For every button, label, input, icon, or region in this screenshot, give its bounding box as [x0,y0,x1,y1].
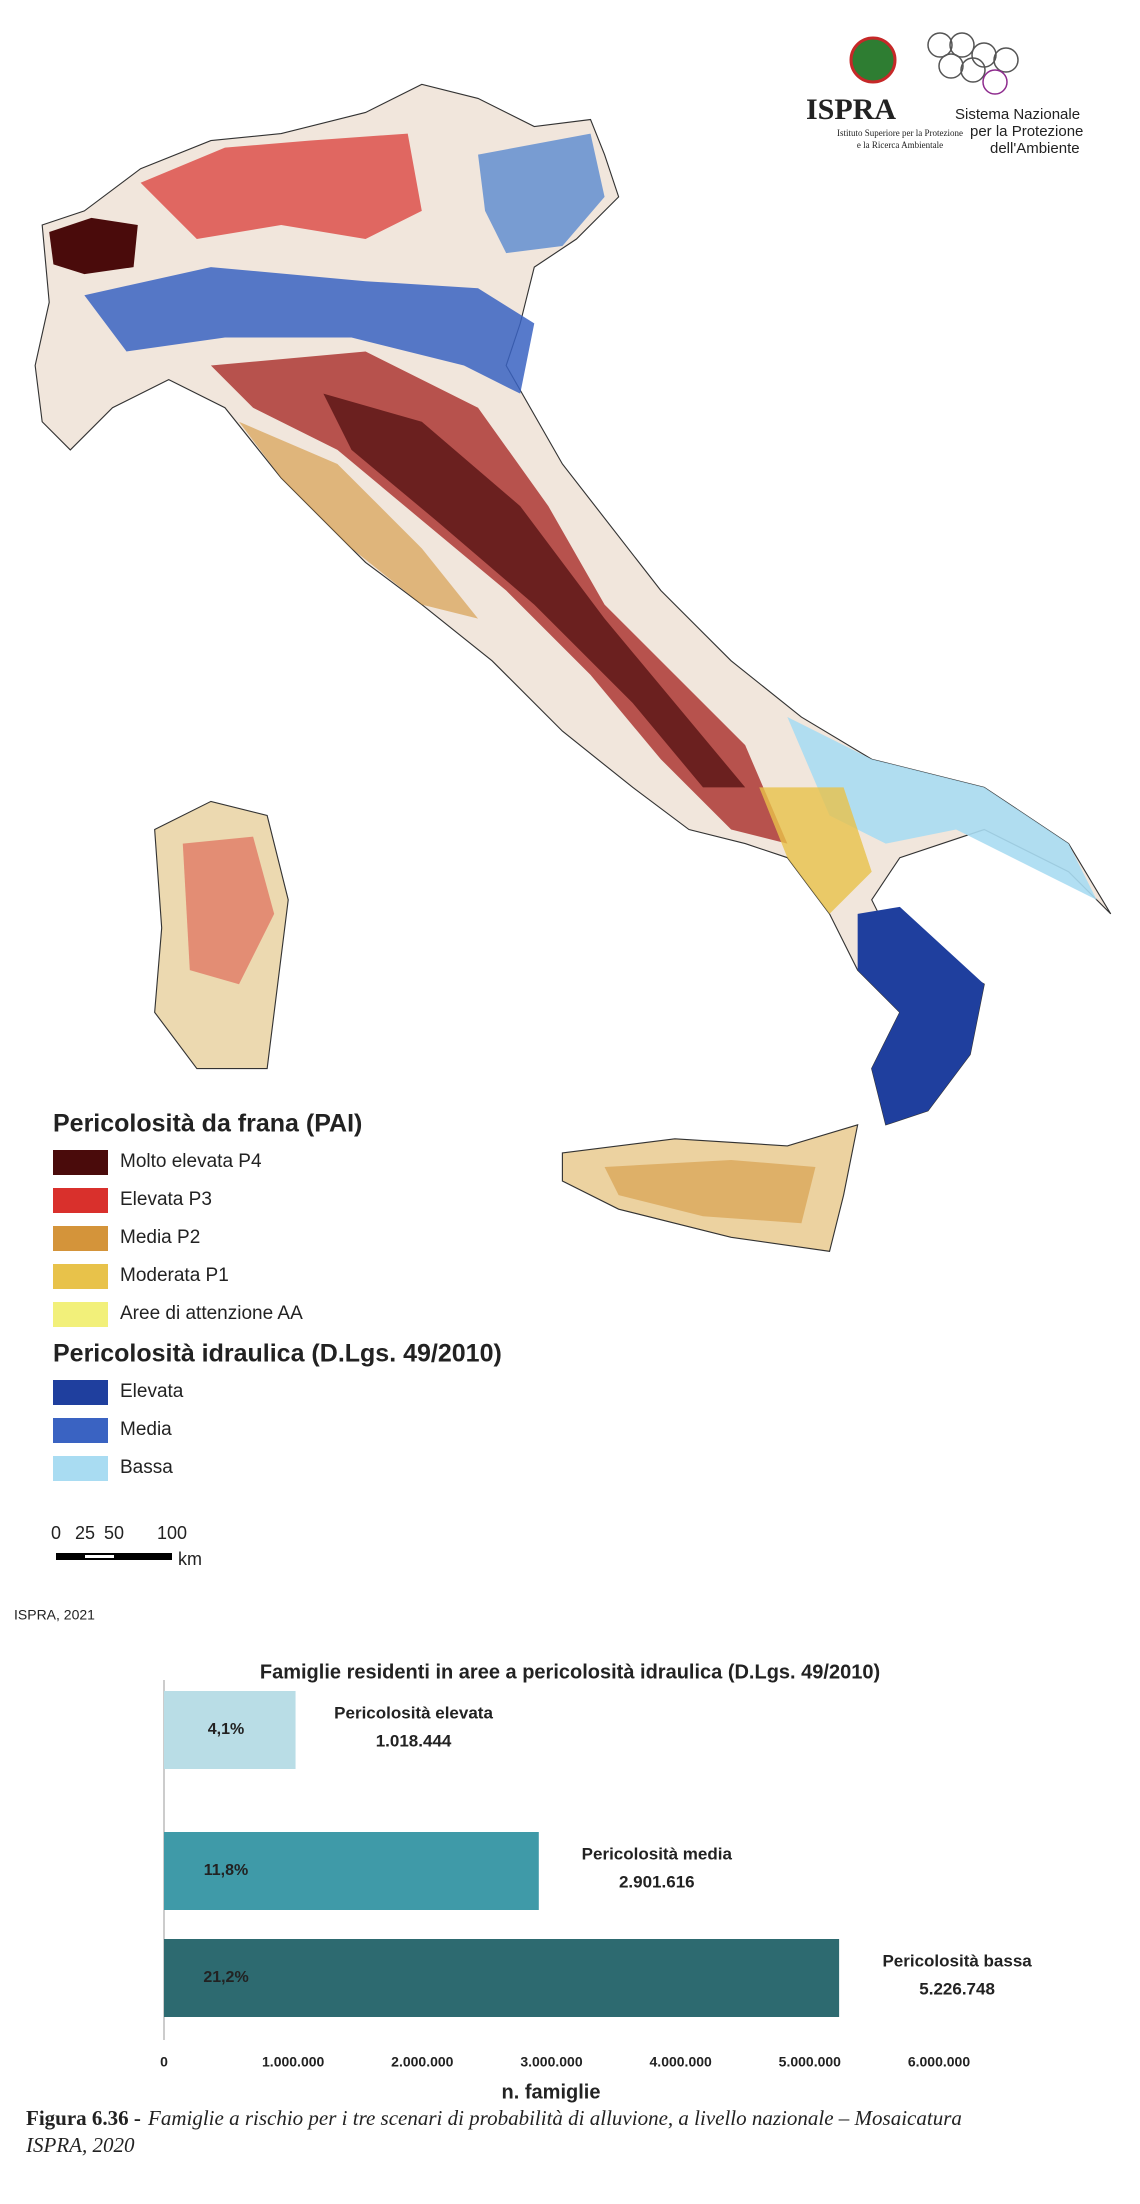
nw-p4 [49,217,138,275]
apennines [210,351,788,844]
sardinia-risk [182,836,275,985]
veneto-blue [478,133,605,254]
category-label: Pericolosità media [582,1844,733,1863]
alps-north [140,133,422,240]
scale-unit: km [178,1549,202,1569]
bar [164,1939,840,2017]
chart-title: Famiglie residenti in aree a pericolosit… [260,1661,880,1683]
legend-title: Pericolosità da frana (PAI) [53,1110,362,1138]
logo-ispra: ISPRA [806,93,896,126]
legend-label: Elevata P3 [120,1189,212,1210]
map [34,83,1112,1252]
x-tick-label: 2.000.000 [391,2054,453,2070]
legend-title: Pericolosità idraulica (D.Lgs. 49/2010) [53,1340,502,1368]
legend-label: Aree di attenzione AA [120,1303,303,1324]
logo-subtitle: Istituto Superiore per la Protezione [837,128,963,138]
value-label: 5.226.748 [919,1979,995,1998]
puglia [787,717,1097,900]
bar [164,1691,296,1769]
category-label: Pericolosità bassa [882,1951,1032,1970]
caption-text: ISPRA, 2020 [25,2133,135,2157]
legend-label: Media P2 [120,1227,200,1248]
bar-percent-label: 11,8% [204,1862,248,1879]
legend-label: Moderata P1 [120,1265,229,1286]
legend-swatch [53,1188,108,1213]
sardinia [154,800,289,1070]
map-source: ISPRA, 2021 [14,1607,95,1623]
caption-text: Famiglie a rischio per i tre scenari di … [147,2106,962,2130]
x-axis-label: n. famiglie [502,2081,601,2103]
calabria [857,906,985,1125]
x-tick-label: 6.000.000 [908,2054,970,2070]
logo-snpa: Sistema Nazionale [955,106,1080,123]
logo-snpa: dell'Ambiente [990,140,1080,157]
scale-tick-label: 50 [104,1523,124,1543]
scale-bar-segment [85,1555,114,1558]
value-label: 2.901.616 [619,1872,695,1891]
bar-percent-label: 4,1% [208,1721,244,1738]
legend-label: Media [120,1419,172,1440]
bar-percent-label: 21,2% [203,1969,248,1986]
legend-swatch [53,1456,108,1481]
sicily-risk [604,1159,816,1224]
value-label: 1.018.444 [376,1731,452,1750]
legend-swatch [53,1150,108,1175]
bar [164,1832,539,1910]
basilicata [759,787,872,914]
snpa-emblem [927,32,1019,95]
caption-label: Figura 6.36 - [26,2106,141,2130]
legend-label: Bassa [120,1457,173,1478]
legend-label: Molto elevata P4 [120,1151,262,1172]
x-tick-label: 4.000.000 [650,2054,712,2070]
x-tick-label: 5.000.000 [779,2054,841,2070]
x-tick-label: 0 [160,2054,168,2070]
legend-label: Elevata [120,1381,184,1402]
category-label: Pericolosità elevata [334,1703,493,1722]
logo-subtitle: e la Ricerca Ambientale [857,140,943,150]
ispra-emblem [849,36,897,84]
legend-swatch [53,1302,108,1327]
legend-swatch [53,1226,108,1251]
scale-tick-label: 0 [51,1523,61,1543]
scale-tick-label: 25 [75,1523,95,1543]
legend-swatch [53,1264,108,1289]
legend-swatch [53,1380,108,1405]
x-tick-label: 1.000.000 [262,2054,324,2070]
x-tick-label: 3.000.000 [520,2054,582,2070]
tuscany-mix [239,421,479,619]
logo-snpa: per la Protezione [970,123,1083,140]
legend-swatch [53,1418,108,1443]
scale-tick-label: 100 [157,1523,187,1543]
apennines-core [323,393,746,788]
po-valley [84,267,535,394]
